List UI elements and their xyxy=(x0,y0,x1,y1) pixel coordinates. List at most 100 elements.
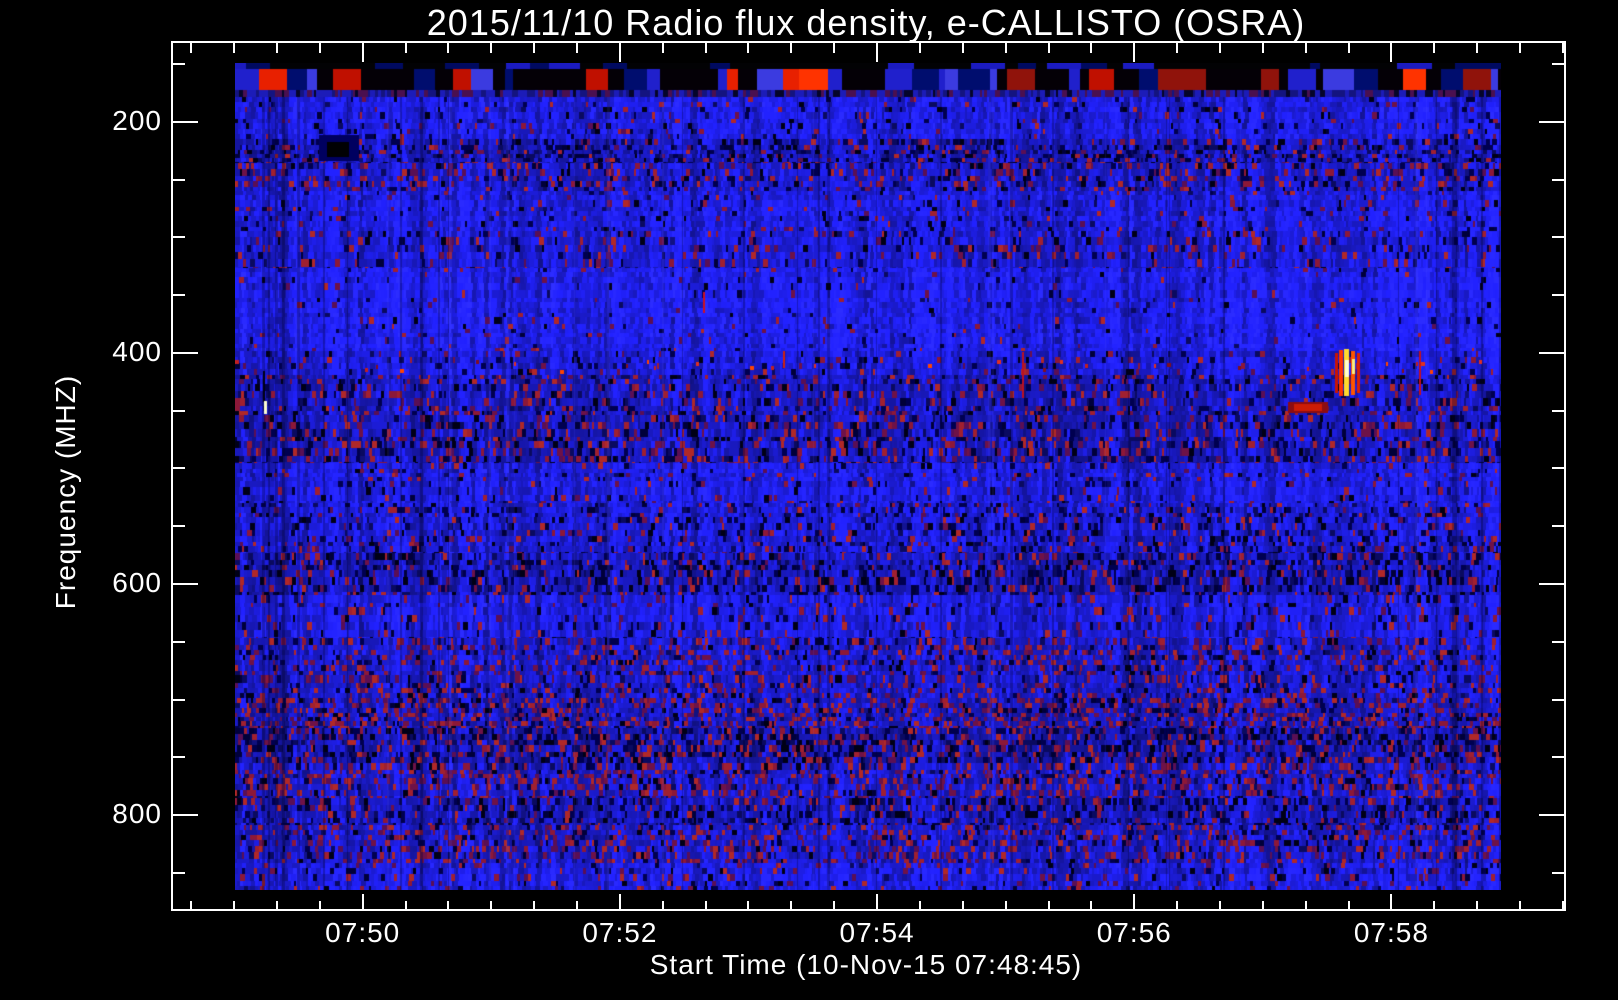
axis-tick xyxy=(1561,42,1564,53)
axis-tick xyxy=(172,62,185,65)
axis-tick xyxy=(1552,178,1565,181)
axis-tick xyxy=(704,42,707,53)
axis-tick xyxy=(1176,42,1179,53)
axis-tick xyxy=(276,42,278,53)
axis-tick xyxy=(276,901,278,910)
y-tick-label: 800 xyxy=(112,798,162,830)
axis-tick xyxy=(533,901,536,910)
axis-tick xyxy=(190,42,193,53)
axis-tick xyxy=(172,640,185,643)
axis-tick xyxy=(1004,901,1007,910)
axis-tick xyxy=(1390,894,1393,910)
axis-tick xyxy=(918,901,921,910)
axis-tick xyxy=(172,756,185,759)
axis-tick xyxy=(1133,894,1136,910)
axis-tick xyxy=(490,42,493,53)
x-tick-label: 07:56 xyxy=(1096,917,1172,948)
axis-tick xyxy=(1552,236,1565,239)
axis-tick xyxy=(190,901,193,910)
axis-tick xyxy=(1539,583,1565,586)
axis-tick xyxy=(1476,901,1479,910)
axis-tick xyxy=(1552,640,1565,643)
axis-tick xyxy=(172,872,185,874)
y-tick-label: 400 xyxy=(112,335,162,367)
y-tick-label: 200 xyxy=(112,104,162,136)
axis-tick xyxy=(318,901,321,910)
axis-tick xyxy=(1561,901,1564,910)
axis-tick xyxy=(1433,42,1436,53)
axis-tick xyxy=(1047,901,1050,910)
axis-tick xyxy=(961,42,964,53)
axis-tick xyxy=(1552,467,1565,470)
axis-tick xyxy=(1090,42,1093,53)
axis-tick xyxy=(1133,42,1136,62)
axis-tick xyxy=(618,42,621,62)
axis-tick xyxy=(661,901,664,910)
axis-tick xyxy=(172,294,185,297)
axis-tick xyxy=(961,901,964,910)
axis-tick xyxy=(172,583,198,586)
axis-tick xyxy=(790,42,793,53)
axis-tick xyxy=(172,178,185,181)
axis-tick xyxy=(1261,42,1264,53)
axis-tick xyxy=(318,42,321,53)
axis-tick xyxy=(361,42,364,62)
axis-tick xyxy=(1304,42,1307,53)
axis-tick xyxy=(1539,351,1565,354)
x-axis-label: Start Time (10-Nov-15 07:48:45) xyxy=(649,949,1083,980)
axis-tick xyxy=(1552,409,1565,412)
x-tick-label: 07:58 xyxy=(1353,917,1429,948)
axis-tick xyxy=(1552,62,1565,65)
axis-tick xyxy=(172,236,185,239)
axis-tick xyxy=(404,42,407,53)
axis-tick xyxy=(876,42,879,62)
axis-tick xyxy=(1552,698,1565,701)
axis-tick xyxy=(1004,42,1007,53)
axis-tick xyxy=(833,42,836,53)
axis-tick xyxy=(576,42,579,53)
axis-tick xyxy=(661,42,664,53)
axis-tick xyxy=(1347,42,1350,53)
plot-title: 2015/11/10 Radio flux density, e-CALLIST… xyxy=(426,2,1306,43)
axis-tick xyxy=(233,42,236,53)
axis-tick xyxy=(876,894,879,910)
axis-tick xyxy=(833,901,836,910)
axis-tick xyxy=(747,901,750,910)
axis-tick xyxy=(576,901,579,910)
axis-tick xyxy=(361,894,364,910)
axis-tick xyxy=(172,467,185,470)
axis-tick xyxy=(618,894,621,910)
axis-tick xyxy=(1347,901,1350,910)
y-tick-label: 600 xyxy=(112,567,162,599)
axis-tick xyxy=(1390,42,1393,62)
axis-tick xyxy=(490,901,493,910)
axis-tick xyxy=(1539,814,1565,817)
axis-tick xyxy=(1433,901,1436,910)
axis-tick xyxy=(1518,901,1521,910)
axis-tick xyxy=(404,901,407,910)
axis-tick xyxy=(172,351,198,354)
axis-tick xyxy=(172,409,185,412)
axis-tick xyxy=(1090,901,1093,910)
axis-tick xyxy=(1218,42,1221,53)
axis-tick xyxy=(1518,42,1521,53)
axis-tick xyxy=(1261,901,1264,910)
plot-frame xyxy=(171,41,1566,911)
axis-tick xyxy=(1552,872,1565,874)
axis-tick xyxy=(918,42,921,53)
x-tick-label: 07:50 xyxy=(325,917,401,948)
axis-tick xyxy=(1176,901,1179,910)
axis-tick xyxy=(1218,901,1221,910)
axis-tick xyxy=(704,901,707,910)
spectrogram-image xyxy=(235,63,1501,890)
axis-tick xyxy=(233,901,236,910)
axis-tick xyxy=(1047,42,1050,53)
y-axis-label: Frequency (MHZ) xyxy=(50,374,81,610)
axis-tick xyxy=(447,42,450,53)
axis-tick xyxy=(1476,42,1479,53)
x-tick-label: 07:54 xyxy=(839,917,915,948)
axis-tick xyxy=(747,42,750,53)
axis-tick xyxy=(1539,120,1565,123)
axis-tick xyxy=(172,698,185,701)
